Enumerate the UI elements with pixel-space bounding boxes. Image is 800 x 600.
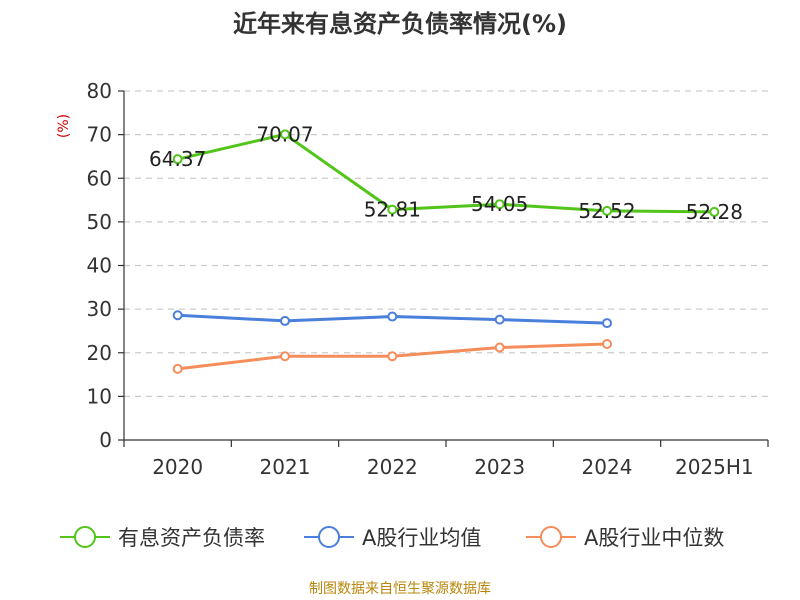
data-label: 52.52	[578, 199, 635, 223]
chart-title: 近年来有息资产负债率情况(%)	[233, 10, 567, 38]
data-point	[602, 318, 612, 329]
data-point	[280, 129, 290, 140]
y-tick-label: 80	[87, 79, 112, 103]
legend-item[interactable]: A股行业中位数	[526, 526, 724, 550]
series-group: 64.37 70.07 52.81 54.05 52.52 52.28	[149, 122, 743, 224]
legend-label: A股行业均值	[362, 526, 481, 550]
series-line	[177, 132, 715, 214]
series-layer: 64.37 70.07 52.81 54.05 52.52 52.28	[149, 122, 743, 374]
x-tick-label: 2023	[474, 455, 525, 479]
data-label: 70.07	[256, 122, 313, 146]
legend-item[interactable]: A股行业均值	[304, 526, 481, 550]
y-axis-label: (%)	[56, 114, 72, 138]
y-tick-label: 10	[87, 384, 112, 408]
data-point	[280, 351, 290, 362]
series-group	[172, 339, 612, 374]
data-point	[387, 311, 398, 322]
x-tick-label: 2025H1	[675, 455, 754, 479]
legend[interactable]: 有息资产负债率 A股行业均值 A股行业中位数	[60, 526, 724, 550]
data-label: 54.05	[471, 192, 528, 216]
legend-item[interactable]: 有息资产负债率	[60, 526, 265, 550]
data-label: 52.81	[364, 198, 421, 222]
data-label: 52.28	[686, 200, 743, 224]
y-tick-label: 50	[87, 210, 112, 234]
data-point	[387, 351, 398, 362]
data-point	[172, 310, 183, 321]
x-tick-label: 2021	[260, 455, 311, 479]
y-tick-label: 0	[99, 428, 112, 452]
x-tick-label: 2022	[367, 455, 418, 479]
series-group	[172, 310, 612, 329]
data-point	[709, 206, 720, 217]
data-point	[172, 363, 183, 374]
legend-label: A股行业中位数	[584, 526, 724, 550]
y-tick-label: 70	[87, 123, 112, 147]
data-point	[387, 204, 398, 215]
data-point	[494, 199, 505, 210]
source-note: 制图数据来自恒生聚源数据库	[309, 581, 491, 597]
y-tick-label: 60	[87, 166, 112, 190]
legend-marker	[540, 526, 562, 548]
legend-label: 有息资产负债率	[118, 526, 265, 550]
data-point	[494, 314, 505, 325]
y-tick-label: 30	[87, 297, 112, 321]
legend-marker	[318, 526, 340, 548]
x-tick-label: 2020	[152, 455, 203, 479]
data-point	[602, 339, 612, 350]
axes: 0 10 20 30 40 50 60 70 80 2020 2021 2022 2023 2024 202…	[87, 79, 769, 479]
y-tick-label: 40	[87, 254, 112, 278]
data-point	[494, 342, 505, 353]
x-tick-label: 2024	[582, 455, 633, 479]
data-point	[280, 315, 290, 326]
data-point	[172, 154, 183, 165]
y-tick-label: 20	[87, 341, 112, 365]
legend-marker	[74, 526, 96, 548]
data-label: 64.37	[149, 147, 206, 171]
data-point	[602, 205, 612, 216]
